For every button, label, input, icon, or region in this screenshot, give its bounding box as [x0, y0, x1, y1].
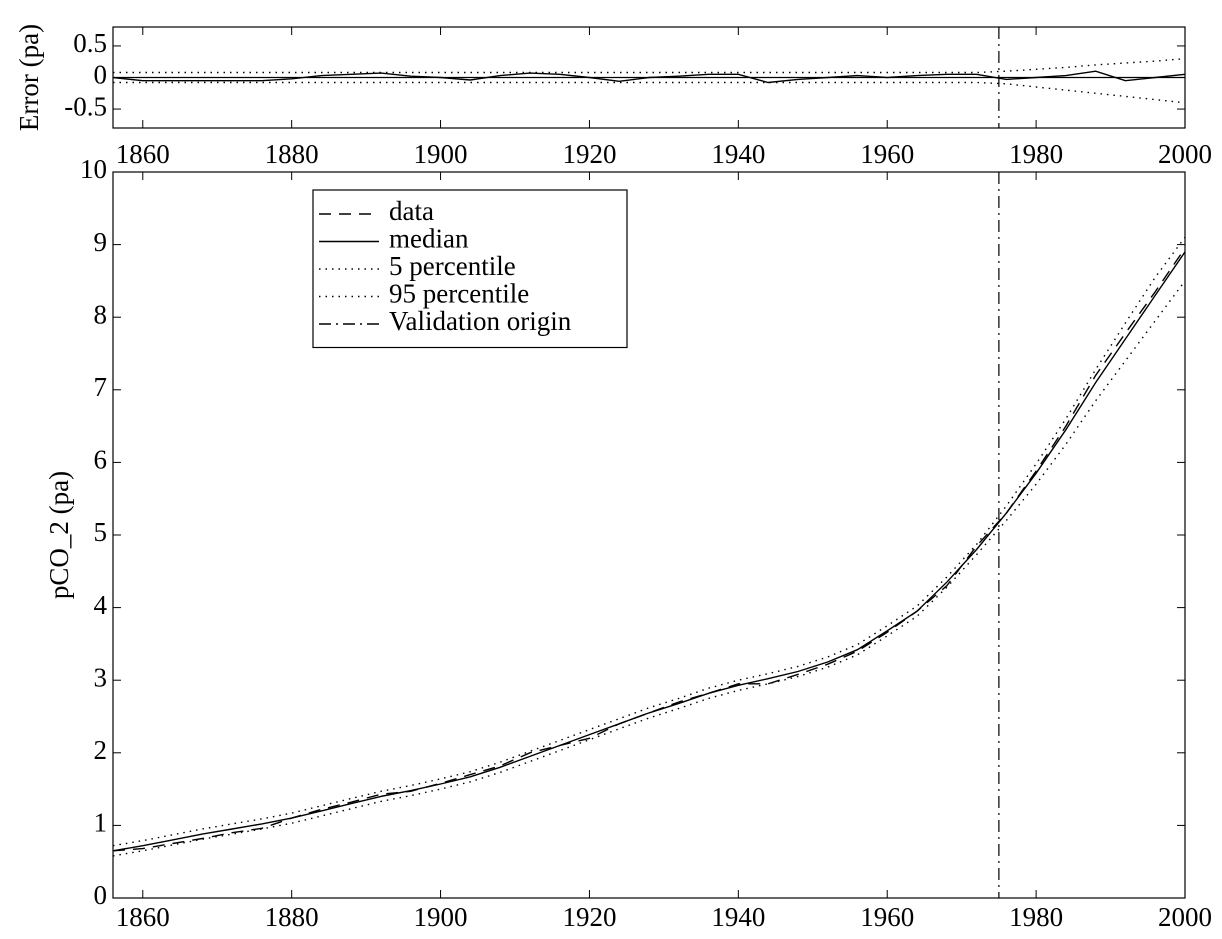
y-tick-label: 4 — [94, 590, 108, 620]
y-tick-label: 8 — [94, 299, 108, 329]
y-tick-label: 5 — [94, 517, 108, 547]
x-tick-label: 1940 — [711, 139, 765, 169]
y-tick-label: 0 — [94, 880, 108, 910]
x-tick-label: 1880 — [265, 139, 319, 169]
x-tick-label: 2000 — [1158, 902, 1212, 932]
y-tick-label: 0 — [94, 60, 108, 90]
x-tick-label: 1920 — [562, 902, 616, 932]
x-tick-label: 1980 — [1009, 902, 1063, 932]
x-tick-label: 1880 — [265, 902, 319, 932]
legend-label: Validation origin — [389, 306, 572, 336]
x-tick-label: 1980 — [1009, 139, 1063, 169]
y-tick-label: 9 — [94, 227, 108, 257]
y-tick-label: 3 — [94, 662, 108, 692]
series-line — [112, 280, 1186, 857]
y-axis-label: pCO_2 (pa) — [44, 471, 74, 599]
y-tick-label: 0.5 — [73, 28, 107, 58]
series-line — [112, 247, 1186, 852]
legend-label: 5 percentile — [389, 251, 516, 281]
plot-area — [112, 171, 1186, 899]
y-tick-label: 6 — [94, 445, 108, 475]
x-tick-label: 1960 — [860, 139, 914, 169]
series-line — [112, 70, 1186, 84]
y-tick-label: 2 — [94, 735, 108, 765]
x-tick-label: 1860 — [116, 139, 170, 169]
legend-label: 95 percentile — [389, 279, 529, 309]
legend-label: median — [389, 224, 469, 254]
x-tick-label: 1940 — [711, 902, 765, 932]
y-tick-label: 10 — [80, 154, 107, 184]
x-tick-label: 1960 — [860, 902, 914, 932]
y-tick-label: -0.5 — [64, 91, 107, 121]
x-tick-label: 2000 — [1158, 139, 1212, 169]
y-tick-label: 1 — [94, 808, 108, 838]
series-line — [113, 81, 1186, 104]
series-line — [113, 57, 1186, 74]
y-axis-label: Error (pa) — [14, 24, 44, 131]
series-line — [112, 251, 1186, 852]
x-tick-label: 1860 — [116, 902, 170, 932]
series-line — [112, 236, 1186, 847]
x-tick-label: 1900 — [414, 902, 468, 932]
legend-label: data — [389, 196, 434, 226]
x-tick-label: 1900 — [414, 139, 468, 169]
x-tick-label: 1920 — [562, 139, 616, 169]
y-tick-label: 7 — [94, 372, 108, 402]
